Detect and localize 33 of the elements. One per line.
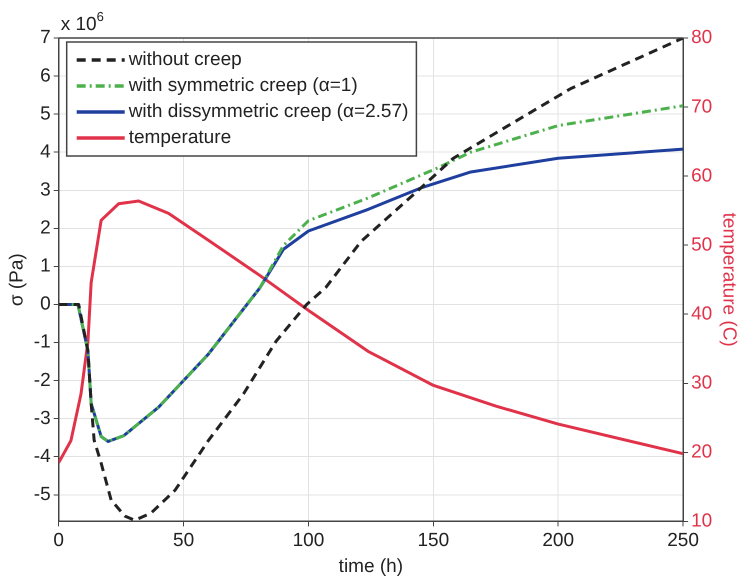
y2-tick-label: 40 xyxy=(691,303,712,324)
y2-tick-label: 70 xyxy=(691,96,712,118)
y-tick-label: -2 xyxy=(34,370,51,391)
y-tick-label: 4 xyxy=(40,141,52,162)
y-tick-label: -5 xyxy=(34,484,51,505)
y-tick-label: -1 xyxy=(34,332,51,353)
legend-label: without creep xyxy=(128,49,242,70)
x-axis-title: time (h) xyxy=(338,556,404,577)
y-tick-label: -3 xyxy=(34,408,51,429)
x-tick-label: 100 xyxy=(292,530,324,552)
y2-tick-label: 10 xyxy=(691,510,712,532)
legend-label: temperature xyxy=(128,127,232,148)
x-tick-label: 50 xyxy=(173,530,194,552)
y2-tick-label: 30 xyxy=(691,372,712,394)
legend-label: with symmetric creep (α=1) xyxy=(128,75,358,96)
x-tick-label: 200 xyxy=(542,530,574,552)
y2-tick-label: 60 xyxy=(691,165,712,186)
y-tick-label: 2 xyxy=(40,218,51,239)
y-tick-label: 3 xyxy=(40,179,51,200)
y-tick-label: 5 xyxy=(40,103,51,124)
y-tick-label: 6 xyxy=(40,65,51,86)
y2-tick-label: 20 xyxy=(691,442,712,463)
y-tick-label: -4 xyxy=(34,446,52,467)
x-tick-label: 150 xyxy=(417,530,450,552)
y2-axis-title: temperature (C) xyxy=(718,212,740,347)
x-tick-label: 250 xyxy=(667,530,699,552)
y2-tick-label: 80 xyxy=(691,27,712,48)
y-tick-label: 0 xyxy=(40,294,51,315)
y-axis-title: σ (Pa) xyxy=(6,253,28,306)
y-tick-label: 1 xyxy=(40,256,51,277)
y-tick-label: 7 xyxy=(40,27,51,48)
y2-tick-label: 50 xyxy=(691,234,712,256)
legend-label: with dissymmetric creep (α=2.57) xyxy=(128,101,408,122)
